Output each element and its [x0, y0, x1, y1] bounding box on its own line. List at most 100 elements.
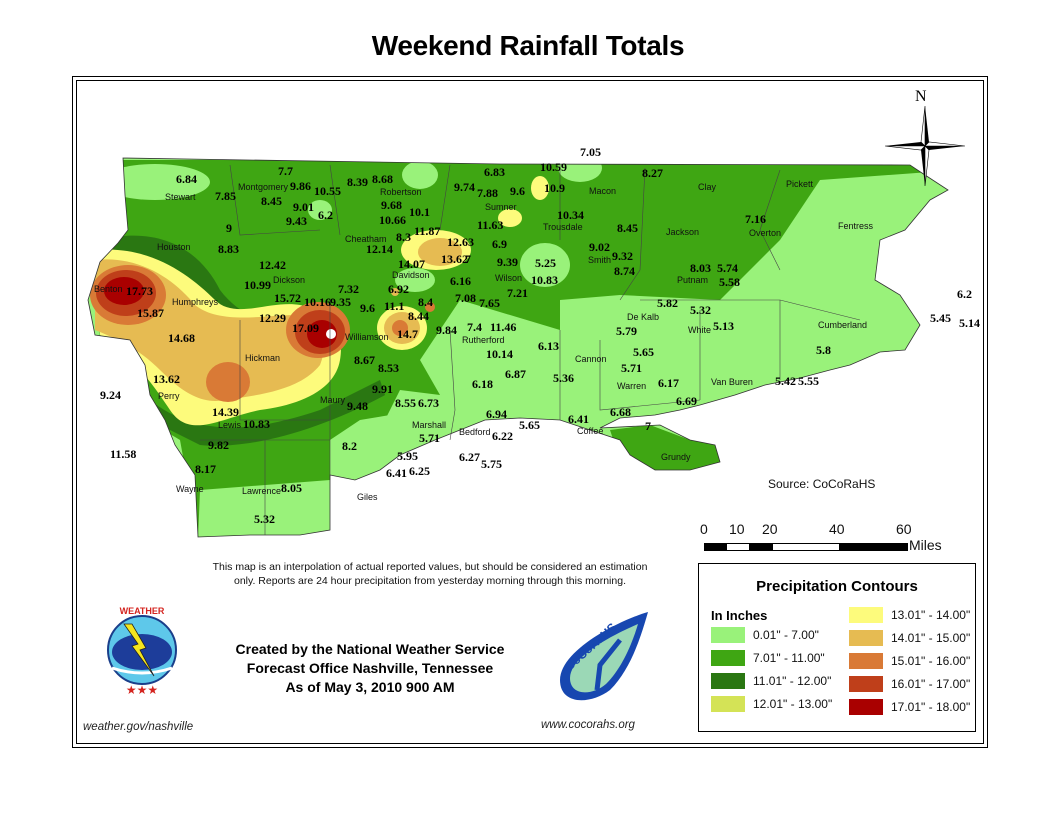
rainfall-value: 5.74: [717, 261, 738, 275]
county-label: Smith: [588, 255, 612, 265]
county-label: Coffee: [577, 426, 604, 436]
rainfall-value: 5.25: [535, 256, 556, 270]
legend-label: 16.01" - 17.00": [891, 677, 971, 691]
county-label: Warren: [617, 381, 647, 391]
rainfall-value: 9.02: [589, 240, 610, 254]
county-label: Montgomery: [238, 182, 289, 192]
legend-swatch: [849, 630, 883, 646]
rainfall-value: 7.21: [507, 286, 528, 300]
map-frame-outer: [72, 76, 988, 748]
rainfall-value: 10.55: [314, 184, 341, 198]
rainfall-value: 7.32: [338, 282, 359, 296]
rainfall-value: 8.4: [418, 295, 433, 309]
rainfall-value: 9.82: [208, 438, 229, 452]
scale-tick: 60: [896, 521, 912, 537]
scale-tick: 20: [762, 521, 778, 537]
rainfall-value: 7.85: [215, 189, 236, 203]
rainfall-value: 9.84: [436, 323, 457, 337]
county-label: Trousdale: [543, 222, 583, 232]
rainfall-value: 10.1: [409, 205, 430, 219]
rainfall-value: 5.71: [419, 431, 440, 445]
county-label: Cheatham: [345, 234, 387, 244]
county-label: Hickman: [245, 353, 281, 363]
county-label: Giles: [357, 492, 378, 502]
rainfall-value: 9.32: [612, 249, 633, 263]
county-label: Robertson: [380, 187, 422, 197]
rainfall-value: 14.39: [212, 405, 239, 419]
rainfall-value: 8.67: [354, 353, 375, 367]
rainfall-value: 5.58: [719, 275, 740, 289]
county-label: Sumner: [485, 202, 517, 212]
legend-label: 15.01" - 16.00": [891, 654, 971, 668]
rainfall-value: 9.48: [347, 399, 368, 413]
legend-item: 16.01" - 17.00": [849, 676, 970, 692]
rainfall-value: 5.42: [775, 374, 796, 388]
rainfall-value: 12.14: [366, 242, 393, 256]
rainfall-value: 8.03: [690, 261, 711, 275]
legend-swatch: [849, 607, 883, 623]
legend-item: 0.01" - 7.00": [711, 627, 819, 643]
legend-label: 12.01" - 13.00": [753, 697, 833, 711]
rainfall-value: 5.8: [816, 343, 831, 357]
rainfall-value: 10.34: [557, 208, 584, 222]
county-label: Wilson: [495, 273, 523, 283]
rainfall-value: 11.58: [110, 447, 137, 461]
rainfall-value: 8.44: [408, 309, 429, 323]
rainfall-value: 5.32: [254, 512, 275, 526]
rainfall-value: 6.92: [388, 282, 409, 296]
rainfall-value: 6.84: [176, 172, 197, 186]
rainfall-value: 9.39: [497, 255, 518, 269]
rainfall-value: 9.86: [290, 179, 311, 193]
rainfall-value: 6.18: [472, 377, 493, 391]
rainfall-value: 6.17: [658, 376, 679, 390]
legend-swatch: [711, 650, 745, 666]
rainfall-value: 6.25: [409, 464, 430, 478]
county-label: De Kalb: [627, 312, 660, 322]
county-label: Stewart: [165, 192, 196, 202]
rainfall-value: 9.6: [510, 184, 525, 198]
rainfall-value: 9.74: [454, 180, 475, 194]
county-label: Lawrence: [242, 486, 282, 496]
legend-item: 15.01" - 16.00": [849, 653, 970, 669]
county-label: Van Buren: [711, 377, 753, 387]
rainfall-value: 7.7: [278, 164, 293, 178]
nws-link[interactable]: weather.gov/nashville: [83, 721, 194, 733]
rainfall-value: 6.13: [538, 339, 559, 353]
scale-tick: 10: [729, 521, 745, 537]
rainfall-value: 6.73: [418, 396, 439, 410]
credits-line-3: As of May 3, 2010 900 AM: [285, 679, 455, 695]
county-label: Humphreys: [172, 297, 219, 307]
map-frame-inner: [76, 80, 984, 744]
rainfall-value: 5.36: [553, 371, 574, 385]
legend-title: Precipitation Contours: [756, 578, 918, 595]
rainfall-value: 5.71: [621, 361, 642, 375]
legend-subtitle: In Inches: [711, 608, 768, 623]
rainfall-value: 5.45: [930, 311, 951, 325]
cocorahs-link[interactable]: www.cocorahs.org: [541, 719, 635, 731]
disclaimer-text: This map is an interpolation of actual r…: [212, 561, 648, 587]
rainfall-value: 8.53: [378, 361, 399, 375]
rainfall-value: 17.73: [126, 284, 153, 298]
legend-swatch: [849, 699, 883, 715]
county-label: Marshall: [412, 420, 447, 430]
rainfall-value: 6.87: [505, 367, 526, 381]
rainfall-value: 10.9: [544, 181, 565, 195]
county-label: Davidson: [392, 270, 430, 280]
rainfall-value: 12.63: [447, 235, 474, 249]
rainfall-value: 8.45: [617, 221, 638, 235]
county-label: Overton: [749, 228, 782, 238]
rainfall-value: 7.08: [455, 291, 476, 305]
scale-tick: 40: [829, 521, 845, 537]
svg-text:WEATHER: WEATHER: [120, 606, 165, 616]
rainfall-value: 11.46: [490, 320, 517, 334]
rainfall-value: 7: [645, 419, 651, 433]
rainfall-value: 10.99: [244, 278, 271, 292]
rainfall-value: 6.83: [484, 165, 505, 179]
legend-item: 11.01" - 12.00": [711, 673, 831, 689]
rainfall-value: 8.68: [372, 172, 393, 186]
rainfall-value: 7.05: [580, 145, 601, 159]
rainfall-value: 5.65: [519, 418, 540, 432]
svg-text:★★★: ★★★: [126, 683, 158, 697]
legend-swatch: [711, 673, 745, 689]
county-label: Houston: [157, 242, 191, 252]
